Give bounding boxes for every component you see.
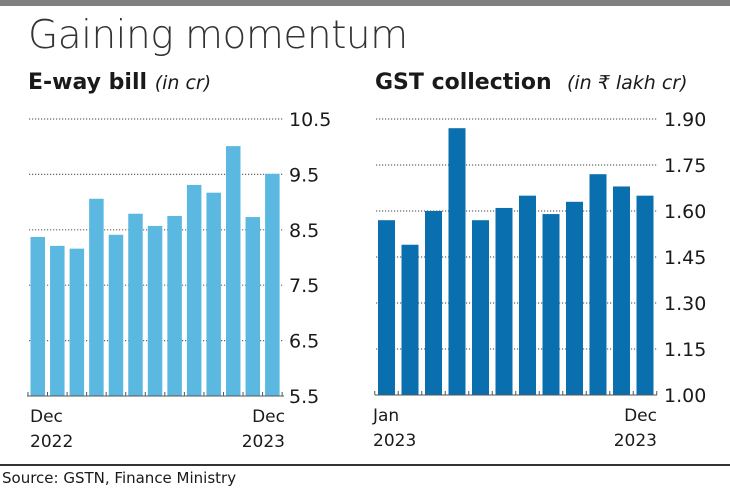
- gst-chart-title: GST collection (in ₹ lakh cr): [375, 72, 688, 94]
- eway-bar: [226, 146, 241, 396]
- gst-xlabel-start-month: Jan: [372, 406, 399, 426]
- gst-bar: [401, 244, 419, 395]
- eway-unit: (in cr): [154, 72, 212, 94]
- gst-bar: [378, 220, 395, 395]
- eway-bar: [167, 215, 182, 396]
- gst-bar: [613, 186, 630, 395]
- eway-xlabel-end-month: Dec: [252, 407, 285, 427]
- gst-xlabel-end-month: Dec: [624, 406, 657, 426]
- gst-ytick-label: 1.60: [664, 201, 706, 223]
- eway-ytick-label: 5.5: [289, 386, 319, 408]
- page-title: Gaining momentum: [28, 13, 408, 58]
- gst-ytick-label: 1.90: [664, 109, 706, 131]
- gst-ytick-label: 1.15: [664, 339, 706, 361]
- eway-bar: [147, 225, 163, 396]
- gst-bar: [495, 207, 513, 395]
- gst-title-text: GST collection: [375, 70, 552, 95]
- eway-ytick-label: 10.5: [289, 109, 331, 131]
- eway-bar: [30, 237, 45, 396]
- gst-bar: [589, 174, 607, 395]
- footer-divider: [0, 464, 730, 466]
- source-note: Source: GSTN, Finance Ministry: [2, 469, 237, 487]
- gst-bar: [519, 195, 536, 395]
- eway-bar: [69, 248, 85, 396]
- gst-bar: [636, 195, 654, 395]
- eway-chart-title: E-way bill (in cr): [28, 72, 211, 94]
- gst-xlabel-end-year: 2023: [614, 431, 657, 451]
- eway-xlabel-start-year: 2022: [30, 432, 73, 452]
- eway-bar: [108, 234, 124, 396]
- gst-ytick-label: 1.75: [664, 155, 706, 177]
- eway-bar: [245, 217, 261, 396]
- eway-bar: [128, 213, 143, 396]
- eway-bar: [89, 198, 104, 396]
- gst-xlabel-start-year: 2023: [373, 431, 416, 451]
- eway-title-text: E-way bill: [28, 70, 148, 95]
- gst-unit: (in ₹ lakh cr): [566, 72, 688, 94]
- gst-ytick-label: 1.45: [664, 247, 706, 269]
- gst-bar: [542, 214, 560, 395]
- eway-ytick-label: 8.5: [289, 220, 319, 242]
- eway-bar: [206, 192, 221, 396]
- gst-bar: [448, 128, 466, 395]
- eway-xlabel-end-year: 2023: [242, 432, 285, 452]
- eway-ytick-label: 9.5: [289, 164, 319, 186]
- gst-bar: [566, 201, 583, 395]
- gst-bar: [425, 211, 442, 395]
- eway-bar: [186, 184, 202, 396]
- eway-bar: [265, 173, 280, 396]
- eway-bar: [50, 245, 65, 396]
- gst-bar: [472, 220, 489, 395]
- eway-xlabel-start-month: Dec: [30, 407, 63, 427]
- eway-ytick-label: 6.5: [289, 331, 319, 353]
- eway-ytick-label: 7.5: [289, 275, 319, 297]
- gst-ytick-label: 1.30: [664, 293, 706, 315]
- top-rule: [0, 0, 730, 6]
- gst-ytick-label: 1.00: [664, 385, 706, 407]
